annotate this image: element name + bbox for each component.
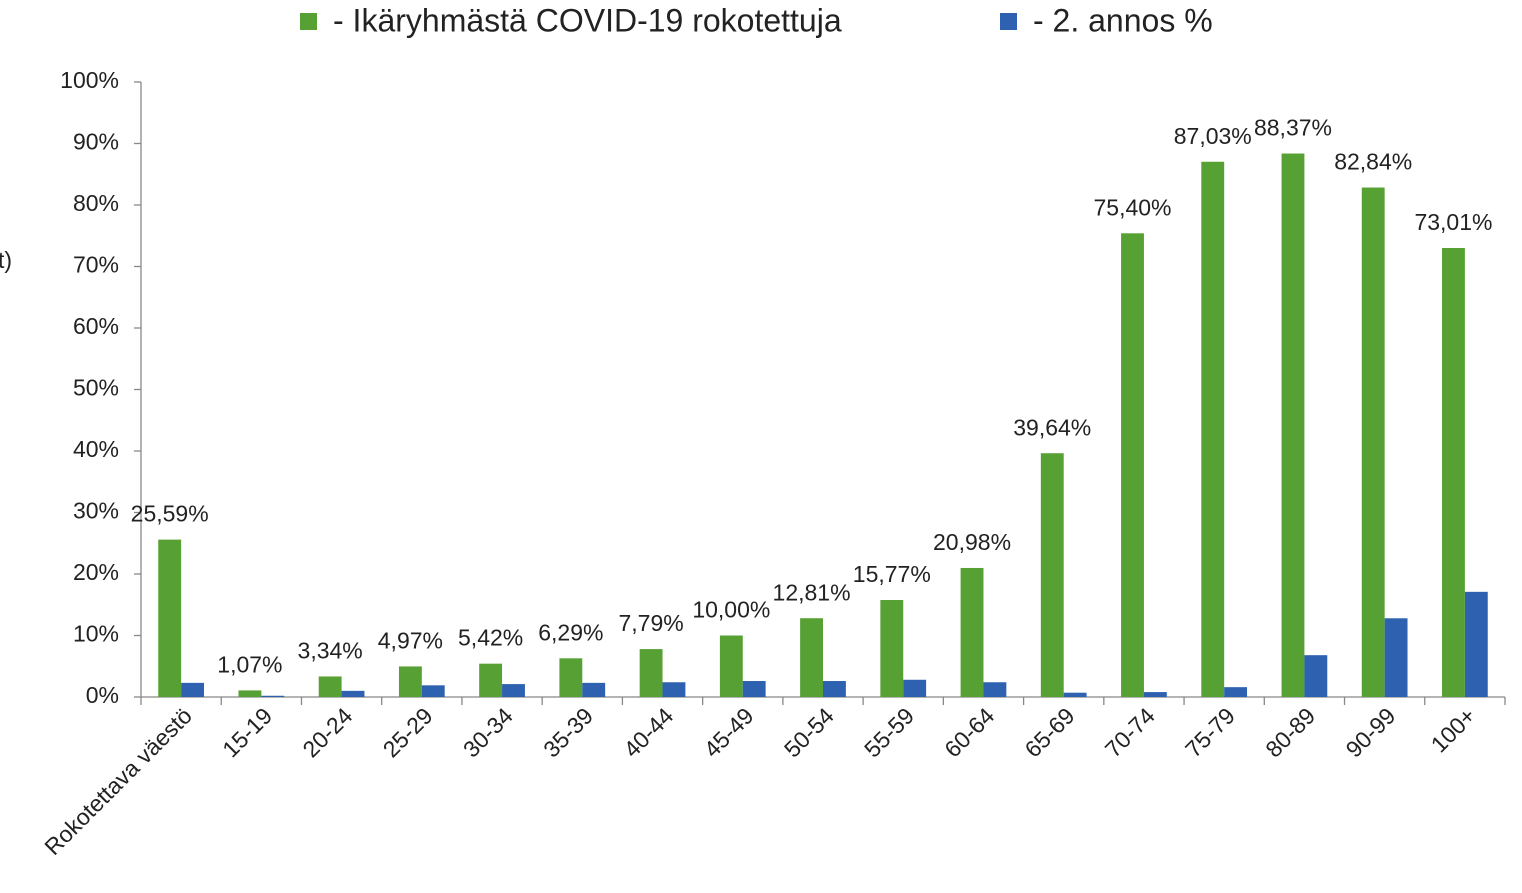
bar — [983, 682, 1007, 697]
data-label: 1,07% — [217, 651, 282, 677]
bar — [158, 539, 182, 697]
data-label: 4,97% — [378, 628, 443, 654]
x-tick-label: 80-89 — [1260, 702, 1320, 762]
bar — [181, 682, 204, 697]
bar — [1063, 692, 1087, 697]
data-label: 39,64% — [1013, 414, 1091, 440]
bar — [1040, 453, 1064, 697]
x-tick-label: 55-59 — [859, 702, 919, 762]
bar — [1361, 187, 1385, 697]
bar — [421, 685, 445, 697]
y-tick-label: 30% — [73, 498, 119, 524]
x-tick-label: 40-44 — [618, 702, 678, 762]
y-tick-label: 70% — [73, 252, 119, 278]
x-tick-label: 45-49 — [699, 702, 759, 762]
bar — [238, 690, 262, 697]
data-label: 15,77% — [853, 561, 931, 587]
x-tick-label: 15-19 — [217, 702, 277, 762]
bar — [502, 684, 525, 697]
legend-swatch — [1000, 13, 1017, 30]
x-tick-label: 65-69 — [1020, 702, 1080, 762]
x-tick-label: 50-54 — [779, 702, 839, 762]
data-label: 73,01% — [1414, 209, 1492, 235]
bar — [1464, 591, 1488, 697]
y-tick-label: 10% — [73, 621, 119, 647]
bar — [1143, 692, 1167, 697]
legend-swatch — [300, 13, 317, 30]
x-tick-label: 25-29 — [378, 702, 438, 762]
data-label: 10,00% — [692, 597, 770, 623]
data-label: 87,03% — [1174, 123, 1252, 149]
data-label: 7,79% — [618, 610, 683, 636]
y-tick-label: 0% — [86, 682, 119, 708]
x-tick-label: 30-34 — [458, 702, 518, 762]
bar — [662, 682, 686, 697]
bar — [398, 666, 422, 697]
x-tick-label: 60-64 — [939, 702, 999, 762]
data-label: 20,98% — [933, 529, 1011, 555]
y-tick-label: 20% — [73, 559, 119, 585]
legend-label: - Ikäryhmästä COVID-19 rokotettuja — [333, 2, 842, 38]
bar — [960, 567, 984, 697]
data-label: 88,37% — [1254, 115, 1332, 141]
bar — [1121, 233, 1144, 698]
bar — [479, 663, 503, 697]
bar — [1384, 618, 1408, 697]
y-tick-label: 100% — [60, 67, 119, 93]
legend-label: - 2. annos % — [1033, 2, 1213, 38]
x-tick-label: 75-79 — [1180, 702, 1240, 762]
bar — [341, 690, 365, 697]
bar — [880, 600, 904, 697]
data-label: 75,40% — [1093, 194, 1171, 220]
bar — [1442, 247, 1465, 697]
bar — [639, 649, 663, 697]
data-label: 5,42% — [458, 625, 523, 651]
y-tick-label: 80% — [73, 190, 119, 216]
x-tick-label: 35-39 — [538, 702, 598, 762]
bar — [823, 681, 846, 697]
data-label: 25,59% — [131, 501, 209, 527]
data-label: 82,84% — [1334, 149, 1412, 175]
bar — [1304, 655, 1328, 697]
bar — [1281, 153, 1305, 697]
x-tick-label: Rokotettava väestö — [39, 702, 197, 860]
data-label: 6,29% — [538, 619, 603, 645]
y-tick-label: 50% — [73, 375, 119, 401]
data-label: 3,34% — [298, 638, 363, 664]
x-tick-label: 70-74 — [1100, 702, 1160, 762]
bar — [719, 635, 743, 697]
bar — [261, 695, 285, 697]
bar — [1201, 161, 1225, 697]
bar — [582, 682, 606, 697]
bar — [318, 676, 342, 697]
x-tick-label: 100+ — [1426, 702, 1481, 757]
y-tick-label: 40% — [73, 436, 119, 462]
y-axis-title: t) — [0, 247, 12, 273]
y-tick-label: 60% — [73, 313, 119, 339]
x-tick-label: 90-99 — [1340, 702, 1400, 762]
x-tick-label: 20-24 — [297, 702, 357, 762]
bar — [903, 679, 927, 697]
bar — [800, 618, 823, 697]
y-tick-label: 90% — [73, 129, 119, 155]
bar — [559, 658, 583, 697]
bar — [1224, 687, 1248, 697]
bar — [742, 681, 766, 697]
data-label: 12,81% — [773, 579, 851, 605]
